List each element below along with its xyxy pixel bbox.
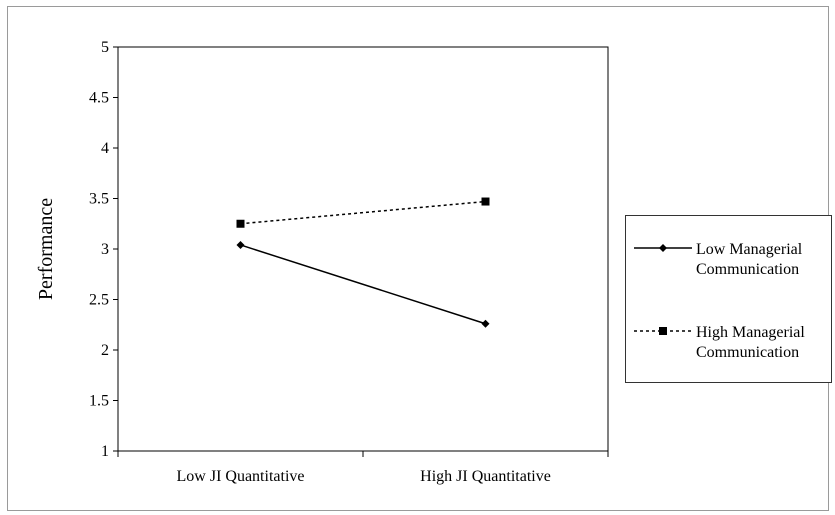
- y-tick-label: 3: [101, 241, 109, 258]
- series-line-low-managerial: [240, 244, 486, 325]
- legend-label: Low Managerial Communication: [696, 241, 803, 278]
- legend-entry-high: High Managerial Communication: [632, 323, 828, 367]
- y-axis-title: Performance: [35, 198, 57, 300]
- x-tick-labels: Low JI Quantitative High JI Quantitative: [177, 468, 551, 485]
- y-tick-label: 1: [101, 443, 109, 460]
- y-tick-label: 4.5: [89, 90, 109, 107]
- data-point-square: [236, 219, 245, 228]
- data-point-diamond: [236, 240, 245, 249]
- y-tick-label: 1.5: [89, 393, 109, 410]
- y-tick-label: 3.5: [89, 191, 109, 208]
- legend-swatch-solid-diamond: [634, 244, 692, 252]
- y-tick-label: 2.5: [89, 292, 109, 309]
- legend-swatch-dashed-square: [634, 327, 692, 335]
- data-point-square: [481, 197, 490, 206]
- x-tick-label: Low JI Quantitative: [177, 468, 305, 485]
- series-layer: [236, 197, 490, 328]
- y-tick-labels: 1 1.5 2 2.5 3 3.5 4 4.5 5: [89, 39, 109, 460]
- x-axis-ticks: [117, 451, 609, 457]
- y-tick-label: 5: [101, 39, 109, 56]
- y-tick-label: 2: [101, 342, 109, 359]
- legend-entry-low: Low Managerial Communication: [632, 240, 828, 284]
- series-line-high-managerial: [240, 200, 486, 225]
- x-tick-label: High JI Quantitative: [420, 468, 551, 485]
- legend: Low Managerial Communication High Manage…: [625, 215, 832, 383]
- legend-label: High Managerial Communication: [696, 324, 805, 361]
- y-tick-label: 4: [101, 140, 109, 157]
- data-point-diamond: [481, 319, 490, 328]
- y-axis-ticks: [113, 46, 118, 452]
- plot-area: [117, 46, 609, 452]
